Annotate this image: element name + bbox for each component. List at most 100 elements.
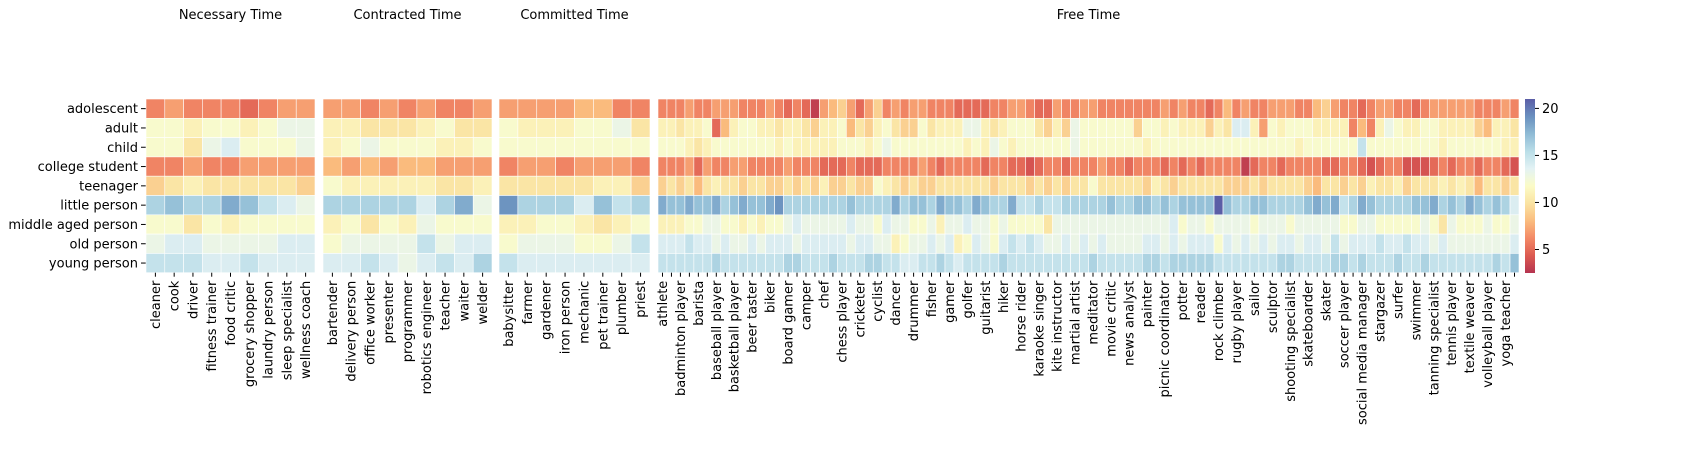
heatmap-cell (890, 118, 901, 138)
heatmap-cell (517, 137, 538, 158)
heatmap-cell (1437, 156, 1448, 177)
heatmap-cell (917, 137, 928, 158)
heatmap-cell (998, 98, 1009, 119)
heatmap-cell (630, 195, 651, 216)
heatmap-cell (1339, 195, 1349, 216)
heatmap-cell (1124, 253, 1134, 273)
heatmap-cell (774, 98, 784, 119)
heatmap-cell (220, 195, 241, 216)
heatmap-cell (1016, 214, 1027, 235)
heatmap-cell (1168, 233, 1179, 254)
heatmap-cell (593, 253, 613, 273)
heatmap-cell (756, 98, 766, 119)
heatmap-cell (220, 118, 241, 138)
heatmap-cell (1393, 253, 1403, 273)
heatmap-cell (322, 137, 343, 158)
heatmap-cell (1411, 118, 1421, 138)
heatmap-cell (435, 98, 455, 119)
heatmap-cell (1034, 98, 1044, 119)
heatmap-cell (1446, 137, 1457, 158)
heatmap-cell (517, 98, 538, 119)
heatmap-cell (998, 156, 1009, 177)
heatmap-cell (1213, 195, 1224, 216)
heatmap-cell (935, 156, 946, 177)
heatmap-cell (536, 156, 556, 177)
heatmap-cell (574, 156, 594, 177)
heatmap-cell (1097, 118, 1107, 138)
heatmap-cell (1491, 214, 1502, 235)
heatmap-cell (953, 98, 964, 119)
heatmap-cell (675, 253, 686, 273)
heatmap-cell (953, 214, 964, 235)
heatmap-cell (1366, 214, 1376, 235)
heatmap-cell (1177, 98, 1188, 119)
heatmap-cell (657, 195, 668, 216)
heatmap-cell (1043, 118, 1053, 138)
col-label-iron-person: iron person (559, 281, 574, 355)
heatmap-cell (1321, 233, 1331, 254)
heatmap-cell (1079, 156, 1089, 177)
heatmap-cell (1007, 195, 1018, 216)
heatmap-cell (998, 253, 1009, 273)
heatmap-cell (322, 118, 343, 138)
heatmap-cell (711, 98, 722, 119)
heatmap-cell (1177, 195, 1188, 216)
heatmap-cell (164, 214, 184, 235)
heatmap-cell (1482, 175, 1493, 196)
heatmap-cell (416, 253, 436, 273)
heatmap-cell (1052, 233, 1062, 254)
col-label-swimmer: swimmer (1409, 280, 1424, 340)
heatmap-cell (1464, 253, 1475, 273)
heatmap-cell (863, 118, 874, 138)
heatmap-cell (720, 233, 731, 254)
row-label-little-person: little person (60, 199, 138, 214)
col-label-movie-critic: movie critic (1104, 281, 1119, 357)
heatmap-cell (1097, 195, 1107, 216)
heatmap-cell (1276, 233, 1287, 254)
heatmap-cell (944, 98, 955, 119)
heatmap-cell (1411, 137, 1421, 158)
heatmap-cell (1204, 175, 1215, 196)
heatmap-cell (498, 118, 519, 138)
heatmap-cell (1366, 253, 1376, 273)
heatmap-cell (1240, 98, 1251, 119)
heatmap-cell (1464, 118, 1475, 138)
heatmap-cell (828, 118, 838, 138)
col-label-farmer: farmer (521, 280, 536, 324)
heatmap-cell (684, 214, 695, 235)
heatmap-cell (611, 98, 632, 119)
heatmap-cell (890, 175, 901, 196)
heatmap-cell (1115, 253, 1125, 273)
heatmap-cell (164, 118, 184, 138)
heatmap-cell (239, 118, 259, 138)
heatmap-cell (675, 214, 686, 235)
heatmap-cell (1195, 175, 1206, 196)
heatmap-cell (1509, 214, 1520, 235)
heatmap-cell (872, 195, 883, 216)
heatmap-cell (1429, 98, 1439, 119)
heatmap-cell (1079, 137, 1089, 158)
heatmap-cell (630, 214, 651, 235)
heatmap-cell (498, 233, 519, 254)
heatmap-cell (684, 195, 695, 216)
heatmap-cell (1150, 118, 1161, 138)
heatmap-cell (1240, 195, 1251, 216)
heatmap-cell (611, 156, 632, 177)
col-label-martial-artist: martial artist (1069, 281, 1084, 365)
heatmap-cell (1249, 233, 1260, 254)
heatmap-cell (881, 137, 892, 158)
heatmap-cell (1070, 214, 1080, 235)
heatmap-cell (239, 98, 259, 119)
heatmap-cell (980, 195, 991, 216)
heatmap-cell (1393, 175, 1403, 196)
heatmap-cell (1339, 175, 1349, 196)
heatmap-cell (872, 156, 883, 177)
heatmap-cell (792, 195, 802, 216)
heatmap-cell (574, 214, 594, 235)
heatmap-cell (855, 214, 865, 235)
heatmap-cell (881, 253, 892, 273)
heatmap-cell (935, 233, 946, 254)
col-label-skateboarder: skateboarder (1302, 280, 1317, 367)
heatmap-cell (828, 253, 838, 273)
panel-title: Contracted Time (353, 8, 461, 23)
